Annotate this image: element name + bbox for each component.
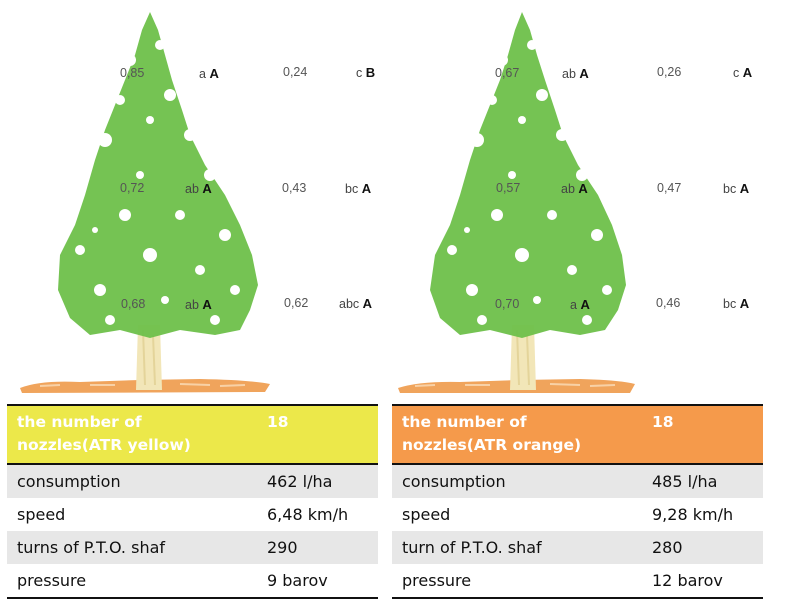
right-mid-value2: 0,47 [657,181,682,195]
right-top-value2: 0,26 [657,65,682,79]
table-row: speed 6,48 km/h [7,498,378,531]
trunk-right [510,325,536,390]
table-row: speed 9,28 km/h [392,498,763,531]
tree-illustration-right [390,0,670,400]
right-top-letters: ab A [562,66,589,81]
left-top-letters2: c B [356,65,375,80]
letters-lowercase: c [356,66,363,80]
sprayer-table-orange: the number of nozzles(ATR orange) 18 con… [392,404,763,599]
row-value: 462 l/ha [257,464,378,498]
right-bottom-value2: 0,46 [656,296,681,310]
header-label: the number of nozzles(ATR orange) [392,404,642,465]
letters-lowercase: bc [345,182,359,196]
letters-uppercase: A [739,181,750,196]
letters-lowercase: ab [561,182,575,196]
letters-uppercase: A [739,296,750,311]
right-bottom-letters2: bc A [723,296,749,311]
letters-uppercase: A [202,297,212,312]
row-label: consumption [392,464,642,498]
left-mid-letters: ab A [185,181,212,196]
letters-uppercase: B [365,65,376,80]
row-label: speed [402,505,451,524]
letters-lowercase: a [570,298,577,312]
letters-uppercase: A [202,181,212,196]
tree-drawing-right [398,12,635,393]
letters-lowercase: a [199,67,206,81]
row-label: pressure [7,564,257,599]
right-top-value: 0,67 [495,66,520,80]
letters-uppercase: A [742,65,753,80]
right-bottom-value: 0,70 [495,297,520,311]
letters-lowercase: bc [723,297,737,311]
left-mid-letters2: bc A [345,181,371,196]
table-row: consumption 462 l/ha [7,464,378,498]
letters-lowercase: ab [562,67,576,81]
row-label: consumption [7,464,257,498]
letters-uppercase: A [579,66,589,81]
letters-uppercase: A [580,297,590,312]
sprayer-table-yellow: the number of nozzles(ATR yellow) 18 con… [7,404,378,599]
row-value: 280 [642,531,763,564]
table-row: pressure 9 barov [7,564,378,599]
foliage-left [58,12,258,338]
header-value: 18 [642,404,763,465]
left-top-letters: a A [199,66,219,81]
table-header-row: the number of nozzles(ATR orange) 18 [392,404,763,465]
header-value: 18 [257,404,378,465]
left-bottom-value: 0,68 [121,297,146,311]
row-value: 12 barov [642,564,763,599]
table-row: turn of P.T.O. shaf 280 [392,531,763,564]
right-top-letters2: c A [733,65,752,80]
letters-lowercase: ab [185,182,199,196]
row-value: 6,48 km/h [267,505,349,524]
tree-illustration-left [0,0,300,400]
letters-lowercase: bc [723,182,737,196]
left-top-value2: 0,24 [283,65,308,79]
letters-lowercase: abc [339,297,360,311]
right-mid-letters: ab A [561,181,588,196]
row-label: pressure [392,564,642,599]
foliage-gaps-right [438,40,616,325]
letters-lowercase: ab [185,298,199,312]
letters-uppercase: A [361,181,372,196]
table-row: consumption 485 l/ha [392,464,763,498]
letters-uppercase: A [362,296,373,311]
table-header-row: the number of nozzles(ATR yellow) 18 [7,404,378,465]
left-top-value: 0,85 [120,66,145,80]
right-bottom-letters: a A [570,297,590,312]
left-bottom-letters2: abc A [339,296,372,311]
table-row: pressure 12 barov [392,564,763,599]
left-bottom-value2: 0,62 [284,296,309,310]
row-value: 290 [257,531,378,564]
right-mid-letters2: bc A [723,181,749,196]
row-value: 9 barov [257,564,378,599]
letters-uppercase: A [578,181,588,196]
trunk-left [136,325,162,390]
row-label: turns of P.T.O. shaf [7,531,257,564]
tree-drawing-left [20,12,270,393]
foliage-gaps-left [66,40,244,325]
row-value: 9,28 km/h [652,505,734,524]
left-bottom-letters: ab A [185,297,212,312]
row-value: 485 l/ha [642,464,763,498]
row-label: speed [17,505,66,524]
left-mid-value2: 0,43 [282,181,307,195]
left-mid-value: 0,72 [120,181,145,195]
foliage-right [430,12,626,338]
letters-uppercase: A [209,66,219,81]
header-label: the number of nozzles(ATR yellow) [7,404,257,465]
table-row: turns of P.T.O. shaf 290 [7,531,378,564]
right-mid-value: 0,57 [496,181,521,195]
row-label: turn of P.T.O. shaf [392,531,642,564]
letters-lowercase: c [733,66,740,80]
